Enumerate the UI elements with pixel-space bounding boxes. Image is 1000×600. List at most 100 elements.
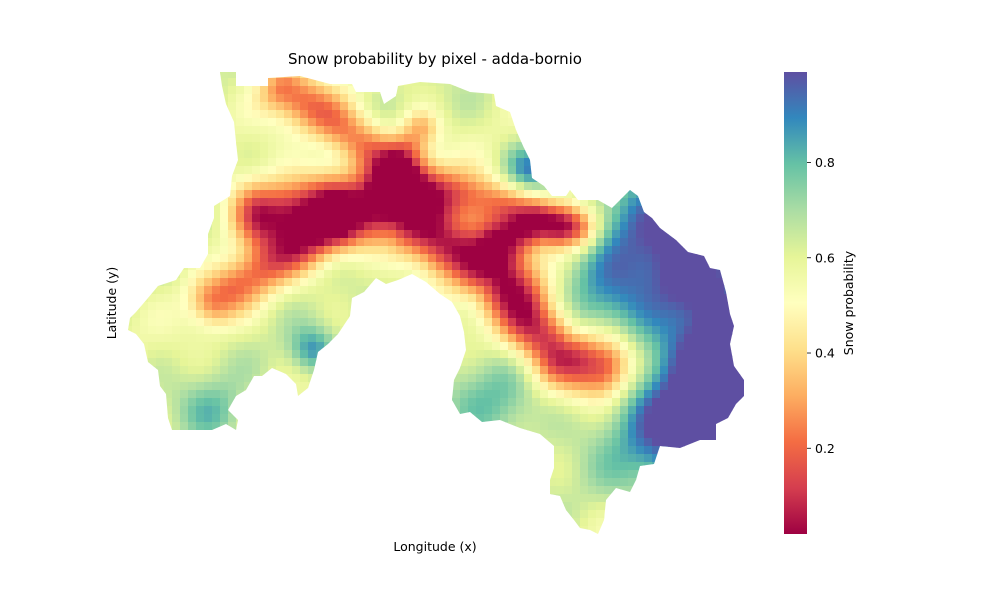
heatmap-cell [396, 118, 405, 127]
heatmap-cell [748, 358, 756, 366]
heatmap-cell [356, 286, 365, 295]
heatmap-cell [644, 446, 653, 455]
heatmap-cell [444, 278, 453, 287]
heatmap-cell [324, 198, 333, 207]
heatmap-cell [604, 174, 613, 183]
heatmap-cell [348, 414, 357, 423]
heatmap-cell [548, 118, 557, 127]
heatmap-cell [316, 262, 325, 271]
heatmap-cell [276, 294, 285, 303]
heatmap-cell [436, 254, 445, 263]
heatmap-cell [148, 478, 157, 487]
heatmap-cell [492, 486, 501, 495]
heatmap-cell [580, 366, 589, 375]
heatmap-cell [204, 174, 213, 183]
heatmap-cell [252, 158, 261, 167]
heatmap-cell [412, 358, 421, 367]
heatmap-cell [228, 486, 237, 495]
heatmap-cell [188, 118, 197, 127]
heatmap-cell [476, 334, 485, 343]
heatmap-cell [364, 102, 373, 111]
heatmap-cell [148, 534, 156, 542]
heatmap-cell [236, 374, 245, 383]
heatmap-cell [604, 342, 613, 351]
heatmap-cell [500, 334, 509, 343]
heatmap-cell [740, 166, 744, 175]
heatmap-cell [128, 526, 133, 534]
heatmap-cell [364, 72, 373, 79]
heatmap-cell [700, 278, 709, 287]
heatmap-cell [316, 126, 325, 135]
heatmap-cell [460, 430, 469, 439]
heatmap-cell [292, 382, 301, 391]
heatmap-cell [196, 398, 205, 407]
heatmap-cell [692, 510, 701, 519]
heatmap-cell [708, 446, 717, 455]
heatmap-cell [500, 414, 509, 423]
heatmap-cell [244, 150, 253, 159]
heatmap-cell [572, 302, 581, 311]
heatmap-cell [636, 510, 645, 519]
heatmap-cell [668, 206, 677, 215]
heatmap-cell [636, 438, 645, 447]
heatmap-cell [236, 254, 245, 263]
heatmap-cell [404, 478, 413, 487]
heatmap-cell [180, 446, 189, 455]
heatmap-cell [420, 430, 429, 439]
heatmap-cell [276, 334, 285, 343]
heatmap-cell [308, 222, 317, 231]
heatmap-cell [588, 254, 597, 263]
heatmap-cell [180, 198, 189, 207]
heatmap-cell [524, 510, 533, 519]
heatmap-cell [500, 470, 509, 479]
heatmap-cell [188, 166, 197, 175]
heatmap-cell [484, 454, 493, 463]
colorbar-tick-label: 0.2 [815, 441, 835, 456]
heatmap-cell [732, 198, 741, 207]
heatmap-cell [580, 134, 589, 143]
heatmap-cell [164, 238, 173, 247]
heatmap-cell [556, 342, 565, 351]
heatmap-cell [524, 374, 533, 383]
heatmap-cell [348, 366, 357, 375]
heatmap-cell [364, 494, 373, 503]
heatmap-cell [132, 222, 141, 231]
heatmap-cell [660, 126, 669, 135]
heatmap-cell [420, 470, 429, 479]
heatmap-cell [196, 366, 205, 375]
heatmap-cell [212, 382, 221, 391]
heatmap-cell [396, 246, 405, 255]
heatmap-cell [652, 142, 661, 151]
heatmap-cell [684, 462, 693, 471]
heatmap-cell [412, 302, 421, 311]
heatmap-cell [476, 422, 485, 431]
heatmap-cell [644, 510, 653, 519]
heatmap-cell [460, 294, 469, 303]
heatmap-cell [220, 310, 229, 319]
heatmap-cell [580, 406, 589, 415]
heatmap-cell [196, 182, 205, 191]
heatmap-cell [708, 294, 717, 303]
heatmap-cell [668, 350, 677, 359]
heatmap-cell [492, 478, 501, 487]
heatmap-cell [388, 334, 397, 343]
heatmap-cell [580, 518, 589, 527]
heatmap-cell [180, 526, 189, 534]
heatmap-cell [588, 454, 597, 463]
heatmap-cell [508, 166, 517, 175]
heatmap-cell [316, 446, 325, 455]
heatmap-cell [572, 422, 581, 431]
heatmap-cell [132, 398, 141, 407]
heatmap-cell [188, 430, 197, 439]
heatmap-cell [300, 110, 309, 119]
heatmap-cell [500, 246, 509, 255]
heatmap-cell [644, 534, 652, 542]
heatmap-cell [716, 222, 725, 231]
heatmap-cell [620, 438, 629, 447]
heatmap-cell [404, 190, 413, 199]
heatmap-cell [516, 374, 525, 383]
heatmap-cell [604, 422, 613, 431]
heatmap-cell [308, 390, 317, 399]
heatmap-cell [692, 102, 701, 111]
heatmap-cell [204, 286, 213, 295]
